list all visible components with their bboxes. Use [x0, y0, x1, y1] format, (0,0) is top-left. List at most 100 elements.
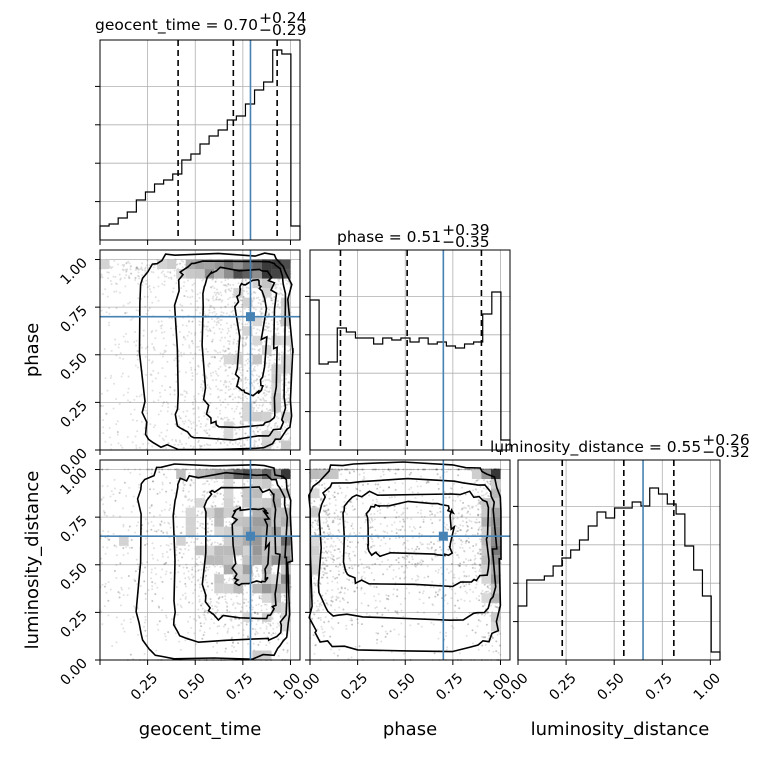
sample-point: [221, 537, 224, 540]
sample-point: [138, 486, 141, 489]
sample-point: [247, 421, 250, 424]
sample-point: [266, 325, 269, 328]
sample-point: [186, 410, 189, 413]
sample-point: [277, 655, 280, 658]
sample-point: [286, 651, 289, 654]
sample-point: [175, 380, 178, 383]
sample-point: [267, 329, 270, 332]
sample-point: [210, 618, 213, 621]
sample-point: [286, 403, 289, 406]
sample-point: [164, 375, 167, 378]
sample-point: [163, 284, 166, 287]
sample-point: [277, 303, 280, 306]
sample-point: [146, 259, 149, 262]
sample-point: [220, 418, 223, 421]
sample-point: [154, 296, 157, 299]
sample-point: [243, 598, 246, 601]
sample-point: [181, 393, 184, 396]
sample-point: [288, 438, 291, 441]
sample-point: [203, 429, 206, 432]
sample-point: [253, 444, 256, 447]
sample-point: [170, 276, 173, 279]
sample-point: [161, 270, 164, 273]
sample-point: [130, 538, 133, 541]
sample-point: [277, 280, 280, 283]
sample-point: [244, 364, 247, 367]
sample-point: [286, 387, 289, 390]
sample-point: [199, 340, 202, 343]
sample-point: [223, 416, 226, 419]
sample-point: [197, 578, 200, 581]
density-cell: [100, 259, 110, 270]
sample-point: [144, 269, 147, 272]
sample-point: [235, 649, 238, 652]
sample-point: [150, 571, 153, 574]
sample-point: [147, 442, 150, 445]
sample-point: [135, 524, 138, 527]
sample-point: [187, 419, 190, 422]
sample-point: [190, 541, 193, 544]
sample-point: [227, 388, 230, 391]
sample-point: [235, 595, 238, 598]
sample-point: [209, 306, 212, 309]
sample-point: [233, 302, 236, 305]
sample-point: [240, 337, 243, 340]
sample-point: [198, 583, 201, 586]
sample-point: [182, 285, 185, 288]
sample-point: [264, 389, 267, 392]
sample-point: [129, 413, 132, 416]
sample-point: [203, 494, 206, 497]
sample-point: [150, 472, 153, 475]
sample-point: [238, 366, 241, 369]
sample-point: [228, 610, 231, 613]
sample-point: [242, 423, 245, 426]
sample-point: [119, 488, 122, 491]
sample-point: [233, 481, 236, 484]
sample-point: [119, 604, 122, 607]
sample-point: [236, 340, 239, 343]
sample-point: [163, 351, 166, 354]
sample-point: [194, 643, 197, 646]
sample-point: [175, 440, 178, 443]
sample-point: [203, 444, 206, 447]
sample-point: [219, 379, 222, 382]
sample-point: [184, 639, 187, 642]
sample-point: [213, 307, 216, 310]
sample-point: [239, 415, 242, 418]
sample-point: [187, 620, 190, 623]
sample-point: [191, 566, 194, 569]
sample-point: [218, 298, 221, 301]
sample-point: [184, 395, 187, 398]
sample-point: [170, 277, 173, 280]
sample-point: [228, 395, 231, 398]
sample-point: [129, 618, 132, 621]
sample-point: [279, 319, 282, 322]
sample-point: [240, 299, 243, 302]
sample-point: [183, 422, 186, 425]
sample-point: [286, 400, 289, 403]
sample-point: [223, 381, 226, 384]
sample-point: [180, 259, 183, 262]
sample-point: [216, 632, 219, 635]
sample-point: [184, 592, 187, 595]
sample-point: [253, 298, 256, 301]
sample-point: [107, 581, 110, 584]
sample-point: [130, 510, 133, 513]
sample-point: [119, 352, 122, 355]
sample-point: [279, 287, 282, 290]
sample-point: [287, 380, 290, 383]
sample-point: [235, 432, 238, 435]
sample-point: [178, 640, 181, 643]
sample-point: [218, 572, 221, 575]
sample-point: [206, 350, 209, 353]
sample-point: [201, 389, 204, 392]
sample-point: [252, 402, 255, 405]
sample-point: [273, 424, 276, 427]
sample-point: [267, 391, 270, 394]
sample-point: [197, 407, 200, 410]
sample-point: [227, 403, 230, 406]
sample-point: [191, 378, 194, 381]
sample-point: [213, 480, 216, 483]
sample-point: [198, 586, 201, 589]
sample-point: [237, 401, 240, 404]
